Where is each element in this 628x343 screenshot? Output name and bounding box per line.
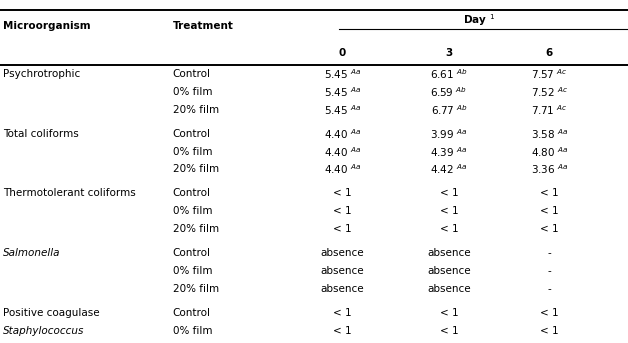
Text: Control: Control — [173, 188, 211, 199]
Text: Staphylococcus: Staphylococcus — [3, 326, 85, 336]
Text: 0% film: 0% film — [173, 146, 212, 157]
Text: 20% film: 20% film — [173, 164, 219, 175]
Text: < 1: < 1 — [540, 326, 559, 336]
Text: Day $^{1}$: Day $^{1}$ — [463, 13, 495, 28]
Text: 7.52 $^{Ac}$: 7.52 $^{Ac}$ — [531, 85, 568, 99]
Text: 0: 0 — [338, 48, 346, 58]
Text: 3.58 $^{Aa}$: 3.58 $^{Aa}$ — [531, 127, 568, 141]
Text: 0% film: 0% film — [173, 326, 212, 336]
Text: 6.59 $^{Ab}$: 6.59 $^{Ab}$ — [430, 85, 468, 99]
Text: < 1: < 1 — [440, 224, 458, 234]
Text: < 1: < 1 — [333, 308, 352, 318]
Text: Thermotolerant coliforms: Thermotolerant coliforms — [3, 188, 136, 199]
Text: 4.39 $^{Aa}$: 4.39 $^{Aa}$ — [430, 145, 468, 158]
Text: 0% film: 0% film — [173, 87, 212, 97]
Text: Positive coagulase: Positive coagulase — [3, 308, 100, 318]
Text: 4.40 $^{Aa}$: 4.40 $^{Aa}$ — [323, 127, 361, 141]
Text: 5.45 $^{Aa}$: 5.45 $^{Aa}$ — [323, 85, 361, 99]
Text: absence: absence — [427, 284, 471, 294]
Text: 6: 6 — [546, 48, 553, 58]
Text: Treatment: Treatment — [173, 21, 234, 31]
Text: < 1: < 1 — [440, 188, 458, 199]
Text: Control: Control — [173, 248, 211, 258]
Text: 4.40 $^{Aa}$: 4.40 $^{Aa}$ — [323, 145, 361, 158]
Text: < 1: < 1 — [440, 206, 458, 216]
Text: Control: Control — [173, 308, 211, 318]
Text: < 1: < 1 — [333, 224, 352, 234]
Text: < 1: < 1 — [540, 308, 559, 318]
Text: 3: 3 — [445, 48, 453, 58]
Text: 20% film: 20% film — [173, 284, 219, 294]
Text: 6.61 $^{Ab}$: 6.61 $^{Ab}$ — [430, 67, 468, 81]
Text: < 1: < 1 — [540, 188, 559, 199]
Text: < 1: < 1 — [540, 224, 559, 234]
Text: Psychrotrophic: Psychrotrophic — [3, 69, 80, 79]
Text: 4.42 $^{Aa}$: 4.42 $^{Aa}$ — [430, 163, 468, 176]
Text: Control: Control — [173, 129, 211, 139]
Text: 6.77 $^{Ab}$: 6.77 $^{Ab}$ — [431, 103, 467, 117]
Text: 0% film: 0% film — [173, 266, 212, 276]
Text: 7.71 $^{Ac}$: 7.71 $^{Ac}$ — [531, 103, 568, 117]
Text: < 1: < 1 — [440, 308, 458, 318]
Text: 3.99 $^{Aa}$: 3.99 $^{Aa}$ — [430, 127, 468, 141]
Text: Control: Control — [173, 69, 211, 79]
Text: 4.40 $^{Aa}$: 4.40 $^{Aa}$ — [323, 163, 361, 176]
Text: 20% film: 20% film — [173, 224, 219, 234]
Text: -: - — [548, 248, 551, 258]
Text: absence: absence — [427, 266, 471, 276]
Text: 0% film: 0% film — [173, 206, 212, 216]
Text: < 1: < 1 — [333, 206, 352, 216]
Text: < 1: < 1 — [540, 206, 559, 216]
Text: -: - — [548, 284, 551, 294]
Text: 7.57 $^{Ac}$: 7.57 $^{Ac}$ — [531, 67, 568, 81]
Text: 5.45 $^{Aa}$: 5.45 $^{Aa}$ — [323, 67, 361, 81]
Text: < 1: < 1 — [333, 188, 352, 199]
Text: -: - — [548, 266, 551, 276]
Text: Total coliforms: Total coliforms — [3, 129, 79, 139]
Text: < 1: < 1 — [440, 326, 458, 336]
Text: absence: absence — [320, 284, 364, 294]
Text: 3.36 $^{Aa}$: 3.36 $^{Aa}$ — [531, 163, 568, 176]
Text: absence: absence — [320, 248, 364, 258]
Text: 5.45 $^{Aa}$: 5.45 $^{Aa}$ — [323, 103, 361, 117]
Text: Microorganism: Microorganism — [3, 21, 91, 31]
Text: 20% film: 20% film — [173, 105, 219, 115]
Text: < 1: < 1 — [333, 326, 352, 336]
Text: absence: absence — [320, 266, 364, 276]
Text: 4.80 $^{Aa}$: 4.80 $^{Aa}$ — [531, 145, 568, 158]
Text: absence: absence — [427, 248, 471, 258]
Text: Salmonella: Salmonella — [3, 248, 61, 258]
